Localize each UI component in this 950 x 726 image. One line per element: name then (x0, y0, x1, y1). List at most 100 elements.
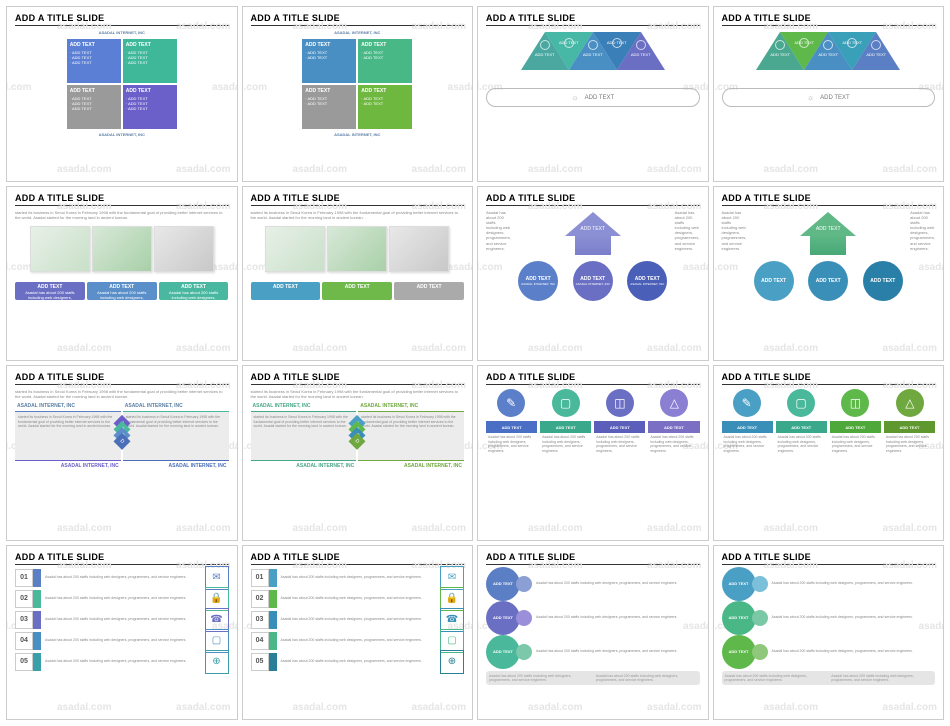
slide-r4c1[interactable]: asadal.comasadal.comasadal.comasadal.com… (6, 545, 238, 721)
ribbon-row: 04Asadal has about 200 staffs including … (251, 632, 465, 650)
quad-cell: ADD TEXT· ADD TEXT· ADD TEXT· ADD TEXT (67, 39, 121, 83)
circle: ADD TEXT (863, 261, 903, 301)
slide-title: ADD A TITLE SLIDE (486, 552, 700, 565)
slide-title: ADD A TITLE SLIDE (486, 193, 700, 206)
column: ADD TEXTAsadal has about 200 staffs incl… (594, 421, 645, 489)
image-cards (251, 226, 465, 272)
slide-title: ADD A TITLE SLIDE (15, 372, 229, 385)
column: ADD TEXTAsadal has about 200 staffs incl… (776, 421, 827, 489)
footer-bar: Asadal has about 200 staffs including we… (486, 671, 700, 685)
bubble-row: ADD TEXTAsadal has about 200 staffs incl… (486, 569, 700, 599)
circle: ADD TEXT (808, 261, 848, 301)
icon-row: ✎ ▢ ◫ △ (722, 389, 936, 417)
ribbon-row: 02Asadal has about 200 staffs including … (251, 590, 465, 608)
slide-title: ADD A TITLE SLIDE (486, 13, 700, 26)
icon-circle: ▢ (787, 389, 815, 417)
bubble-main: ADD TEXT (722, 601, 756, 635)
image-card (154, 226, 214, 272)
triangle-row: ADD TEXT ADD TEXT ADD TEXT ADD TEXT ADD … (486, 32, 700, 70)
bubble-row: ADD TEXTAsadal has about 200 staffs incl… (722, 637, 936, 667)
slide-r2c2[interactable]: asadal.comasadal.comasadal.comasadal.com… (242, 186, 474, 362)
icon-circle: ◫ (841, 389, 869, 417)
image-card (265, 226, 325, 272)
quad-cell: ADD TEXT· ADD TEXT· ADD TEXT (302, 85, 356, 129)
column: ADD TEXTAsadal has about 200 staffs incl… (830, 421, 881, 489)
bubble-sub (516, 644, 532, 660)
ribbon-row: 04Asadal has about 200 staffs including … (15, 632, 229, 650)
slide-title: ADD A TITLE SLIDE (722, 13, 936, 26)
ribbon-row: 01Asadal has about 200 staffs including … (15, 569, 229, 587)
slide-r4c3[interactable]: asadal.comasadal.comasadal.comasadal.com… (477, 545, 709, 721)
column: ADD TEXTAsadal has about 200 staffs incl… (486, 421, 537, 489)
quad-grid: ADD TEXT· ADD TEXT· ADD TEXT ADD TEXT· A… (302, 39, 412, 129)
quad-grid: ADD TEXT· ADD TEXT· ADD TEXT· ADD TEXT A… (67, 39, 177, 129)
slide-title: ADD A TITLE SLIDE (251, 372, 465, 385)
slide-grid: asadal.comasadal.comasadal.comasadal.com… (0, 0, 950, 726)
quad-cell: ADD TEXT· ADD TEXT· ADD TEXT· ADD TEXT (123, 85, 177, 129)
quad-cell: ADD TEXT· ADD TEXT· ADD TEXT (302, 39, 356, 83)
arrow-stem (575, 235, 611, 255)
quad-cell: ADD TEXT· ADD TEXT· ADD TEXT· ADD TEXT (67, 85, 121, 129)
bubble-row: ADD TEXTAsadal has about 200 staffs incl… (486, 637, 700, 667)
bubble-main: ADD TEXT (486, 567, 520, 601)
circle: ADD TEXT (754, 261, 794, 301)
slide-r3c4[interactable]: asadal.comasadal.comasadal.comasadal.com… (713, 365, 945, 541)
bubble-sub (516, 610, 532, 626)
slide-r4c2[interactable]: asadal.comasadal.comasadal.comasadal.com… (242, 545, 474, 721)
slide-r2c3[interactable]: asadal.comasadal.comasadal.comasadal.com… (477, 186, 709, 362)
arrow-stem (810, 235, 846, 255)
pill: ADD TEXTAsadal has about 200 staffs incl… (159, 282, 229, 300)
bubble-row: ADD TEXTAsadal has about 200 staffs incl… (722, 569, 936, 599)
subtitle-text: started its business in Seoul Korea in F… (15, 210, 229, 220)
slide-r3c3[interactable]: asadal.comasadal.comasadal.comasadal.com… (477, 365, 709, 541)
image-card (327, 226, 387, 272)
ribbon-row: 03Asadal has about 200 staffs including … (251, 611, 465, 629)
image-card (389, 226, 449, 272)
triangle: ADD TEXT (852, 32, 900, 70)
slide-r1c3[interactable]: asadal.comasadal.comasadal.comasadal.com… (477, 6, 709, 182)
slide-title: ADD A TITLE SLIDE (251, 552, 465, 565)
image-card (30, 226, 90, 272)
circle-row: ADD TEXT ADD TEXT ADD TEXT (746, 261, 910, 301)
bubble-main: ADD TEXT (722, 635, 756, 669)
pill: ADD TEXTAsadal has about 200 staffs incl… (15, 282, 85, 300)
pill: ADD TEXT (394, 282, 464, 300)
column: ADD TEXTAsadal has about 200 staffs incl… (884, 421, 935, 489)
icon-circle: △ (660, 389, 688, 417)
slide-title: ADD A TITLE SLIDE (251, 13, 465, 26)
slide-title: ADD A TITLE SLIDE (722, 552, 936, 565)
slide-r1c2[interactable]: asadal.comasadal.comasadal.comasadal.com… (242, 6, 474, 182)
column-row: ADD TEXTAsadal has about 200 staffs incl… (722, 421, 936, 489)
image-cards (15, 226, 229, 272)
ribbon-icon: ⊕ (440, 650, 464, 674)
callout-box: ADD TEXT (722, 88, 936, 107)
slide-title: ADD A TITLE SLIDE (15, 13, 229, 26)
slide-title: ADD A TITLE SLIDE (722, 193, 936, 206)
slide-r3c2[interactable]: asadal.comasadal.comasadal.comasadal.com… (242, 365, 474, 541)
ribbon-list: 01Asadal has about 200 staffs including … (251, 569, 465, 671)
circle: ADD TEXTASADAL INTERNET, INC (518, 261, 558, 301)
ribbon-icon: ⊕ (205, 650, 229, 674)
slide-r2c4[interactable]: asadal.comasadal.comasadal.comasadal.com… (713, 186, 945, 362)
slide-r1c4[interactable]: asadal.comasadal.comasadal.comasadal.com… (713, 6, 945, 182)
bubble-sub (516, 576, 532, 592)
pill: ADD TEXT (251, 282, 321, 300)
slide-title: ADD A TITLE SLIDE (722, 372, 936, 385)
quad-cell: ADD TEXT· ADD TEXT· ADD TEXT (358, 85, 412, 129)
slide-r4c4[interactable]: asadal.comasadal.comasadal.comasadal.com… (713, 545, 945, 721)
pill-row: ADD TEXTAsadal has about 200 staffs incl… (15, 282, 229, 300)
center-badge: A B C D (119, 421, 125, 445)
icon-row: ✎ ▢ ◫ △ (486, 389, 700, 417)
slide-r1c1[interactable]: asadal.comasadal.comasadal.comasadal.com… (6, 6, 238, 182)
slide-r2c1[interactable]: asadal.comasadal.comasadal.comasadal.com… (6, 186, 238, 362)
ribbon-row: 05Asadal has about 200 staffs including … (15, 653, 229, 671)
slide-r3c1[interactable]: asadal.comasadal.comasadal.comasadal.com… (6, 365, 238, 541)
bubble-main: ADD TEXT (722, 567, 756, 601)
up-arrow: ADD TEXT (565, 212, 621, 236)
up-arrow: ADD TEXT (800, 212, 856, 236)
slide-title: ADD A TITLE SLIDE (15, 193, 229, 206)
column: ADD TEXTAsadal has about 200 staffs incl… (722, 421, 773, 489)
icon-circle: △ (896, 389, 924, 417)
triangle-row: ADD TEXT ADD TEXT ADD TEXT ADD TEXT ADD … (722, 32, 936, 70)
panel-right: ASADAL INTERNET, INC started its busines… (358, 401, 464, 471)
